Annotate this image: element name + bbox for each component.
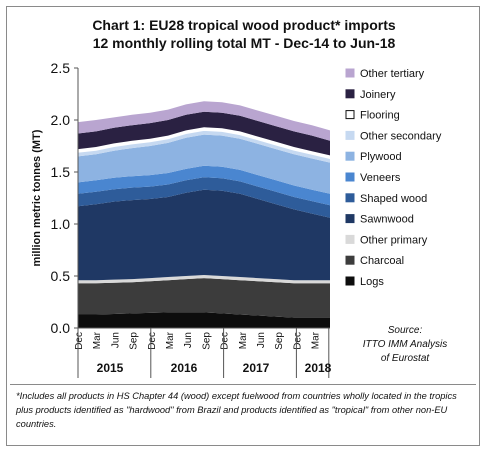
year-label-2015: 2015	[97, 361, 124, 375]
x-tick-label: Jun	[256, 332, 267, 348]
area-veneers	[78, 165, 330, 206]
source-line-1: ITTO IMM Analysis	[362, 339, 448, 350]
y-tick-label: 0.0	[51, 320, 71, 336]
source-line-2: of Eurostat	[380, 353, 430, 364]
legend-label-logs: Logs	[360, 276, 384, 288]
source-note: Source: ITTO IMM Analysis of Eurostat	[346, 324, 464, 366]
x-tick-label: Jun	[110, 332, 121, 348]
legend-label-joinery: Joinery	[360, 89, 396, 101]
legend-swatch-joinery	[345, 89, 355, 99]
y-axis-label: million metric tonnes (MT)	[31, 129, 43, 266]
area-joinery	[78, 111, 330, 156]
x-tick-label: Sep	[129, 332, 140, 350]
legend-swatch-veneers	[345, 172, 355, 182]
x-tick-label: Mar	[92, 331, 103, 349]
legend-label-shaped-wood: Shaped wood	[360, 193, 427, 205]
chart-title-line-1: Chart 1: EU28 tropical wood product* imp…	[92, 17, 396, 33]
year-label-2018: 2018	[305, 361, 332, 375]
legend-swatch-plywood	[345, 151, 355, 161]
legend-swatch-other-primary	[345, 234, 355, 244]
legend-label-other-primary: Other primary	[360, 234, 428, 246]
legend-label-veneers: Veneers	[360, 172, 401, 184]
chart-title: Chart 1: EU28 tropical wood product* imp…	[0, 16, 488, 52]
legend-label-plywood: Plywood	[360, 151, 402, 163]
legend-swatch-other-secondary	[345, 130, 355, 140]
legend-swatch-logs	[345, 276, 355, 286]
source-label: Source:	[387, 325, 423, 336]
x-tick-label: Sep	[274, 332, 285, 350]
axes: 0.0 0.5 1.0 1.5 2.0 2.5 Dec Mar Jun Sep Dec Mar Jun S…	[51, 60, 332, 378]
x-tick-label: Dec	[147, 332, 158, 350]
area-plywood	[78, 134, 330, 194]
legend-label-flooring: Flooring	[360, 110, 400, 122]
area-other-primary	[78, 275, 330, 284]
x-tick-label: Mar	[165, 331, 176, 349]
y-tick-label: 2.5	[51, 60, 71, 76]
x-tick-label: Dec	[292, 332, 303, 350]
y-tick-label: 1.5	[51, 164, 71, 180]
x-tick-label: Mar	[238, 331, 249, 349]
legend-swatch-shaped-wood	[345, 193, 355, 203]
area-shaped-wood	[78, 177, 330, 218]
legend-label-other-secondary: Other secondary	[360, 130, 442, 142]
chart-title-line-2: 12 monthly rolling total MT - Dec-14 to …	[92, 35, 396, 51]
legend-label-sawnwood: Sawnwood	[360, 214, 414, 226]
area-sawnwood	[78, 189, 330, 281]
legend-swatch-other-tertiary	[345, 68, 355, 78]
footnote: *Includes all products in HS Chapter 44 …	[10, 384, 476, 431]
x-tick-label: Jun	[183, 332, 194, 348]
legend-label-charcoal: Charcoal	[360, 255, 404, 267]
legend-label-other-tertiary: Other tertiary	[360, 68, 425, 80]
x-tick-label: Sep	[201, 332, 212, 350]
x-tick-label: Dec	[220, 332, 231, 350]
x-tick-label: Mar	[311, 331, 322, 349]
plot-areas	[77, 101, 331, 328]
x-tick-label: Dec	[74, 332, 85, 350]
area-charcoal	[78, 278, 330, 318]
area-logs	[78, 312, 330, 328]
legend-swatch-sawnwood	[345, 214, 355, 224]
legend-swatch-charcoal	[345, 255, 355, 265]
y-tick-label: 2.0	[51, 112, 71, 128]
year-label-2017: 2017	[243, 361, 270, 375]
area-other-tertiary	[78, 101, 330, 141]
legend-swatch-flooring	[345, 110, 355, 120]
chart-frame	[6, 6, 480, 446]
y-tick-label: 0.5	[51, 268, 71, 284]
legend: Other tertiary Joinery Flooring Other secon…	[345, 68, 442, 288]
year-label-2016: 2016	[171, 361, 198, 375]
y-tick-label: 1.0	[51, 216, 71, 232]
